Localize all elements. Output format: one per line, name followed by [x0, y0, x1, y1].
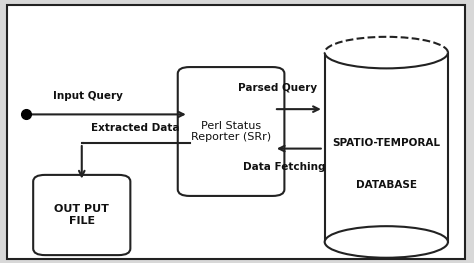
- FancyBboxPatch shape: [178, 67, 284, 196]
- Bar: [325, 53, 448, 242]
- FancyBboxPatch shape: [33, 175, 130, 255]
- Text: Perl Status
Reporter (SRr): Perl Status Reporter (SRr): [191, 121, 271, 142]
- Text: Input Query: Input Query: [53, 91, 123, 101]
- Text: DATABASE: DATABASE: [356, 180, 417, 190]
- Ellipse shape: [325, 37, 448, 68]
- FancyBboxPatch shape: [7, 5, 465, 259]
- Text: OUT PUT
FILE: OUT PUT FILE: [55, 204, 109, 226]
- Text: Parsed Query: Parsed Query: [238, 83, 317, 93]
- Text: Data Fetching: Data Fetching: [243, 162, 326, 172]
- Text: Extracted Data: Extracted Data: [91, 123, 179, 133]
- Text: SPATIO-TEMPORAL: SPATIO-TEMPORAL: [332, 139, 440, 149]
- Ellipse shape: [325, 226, 448, 258]
